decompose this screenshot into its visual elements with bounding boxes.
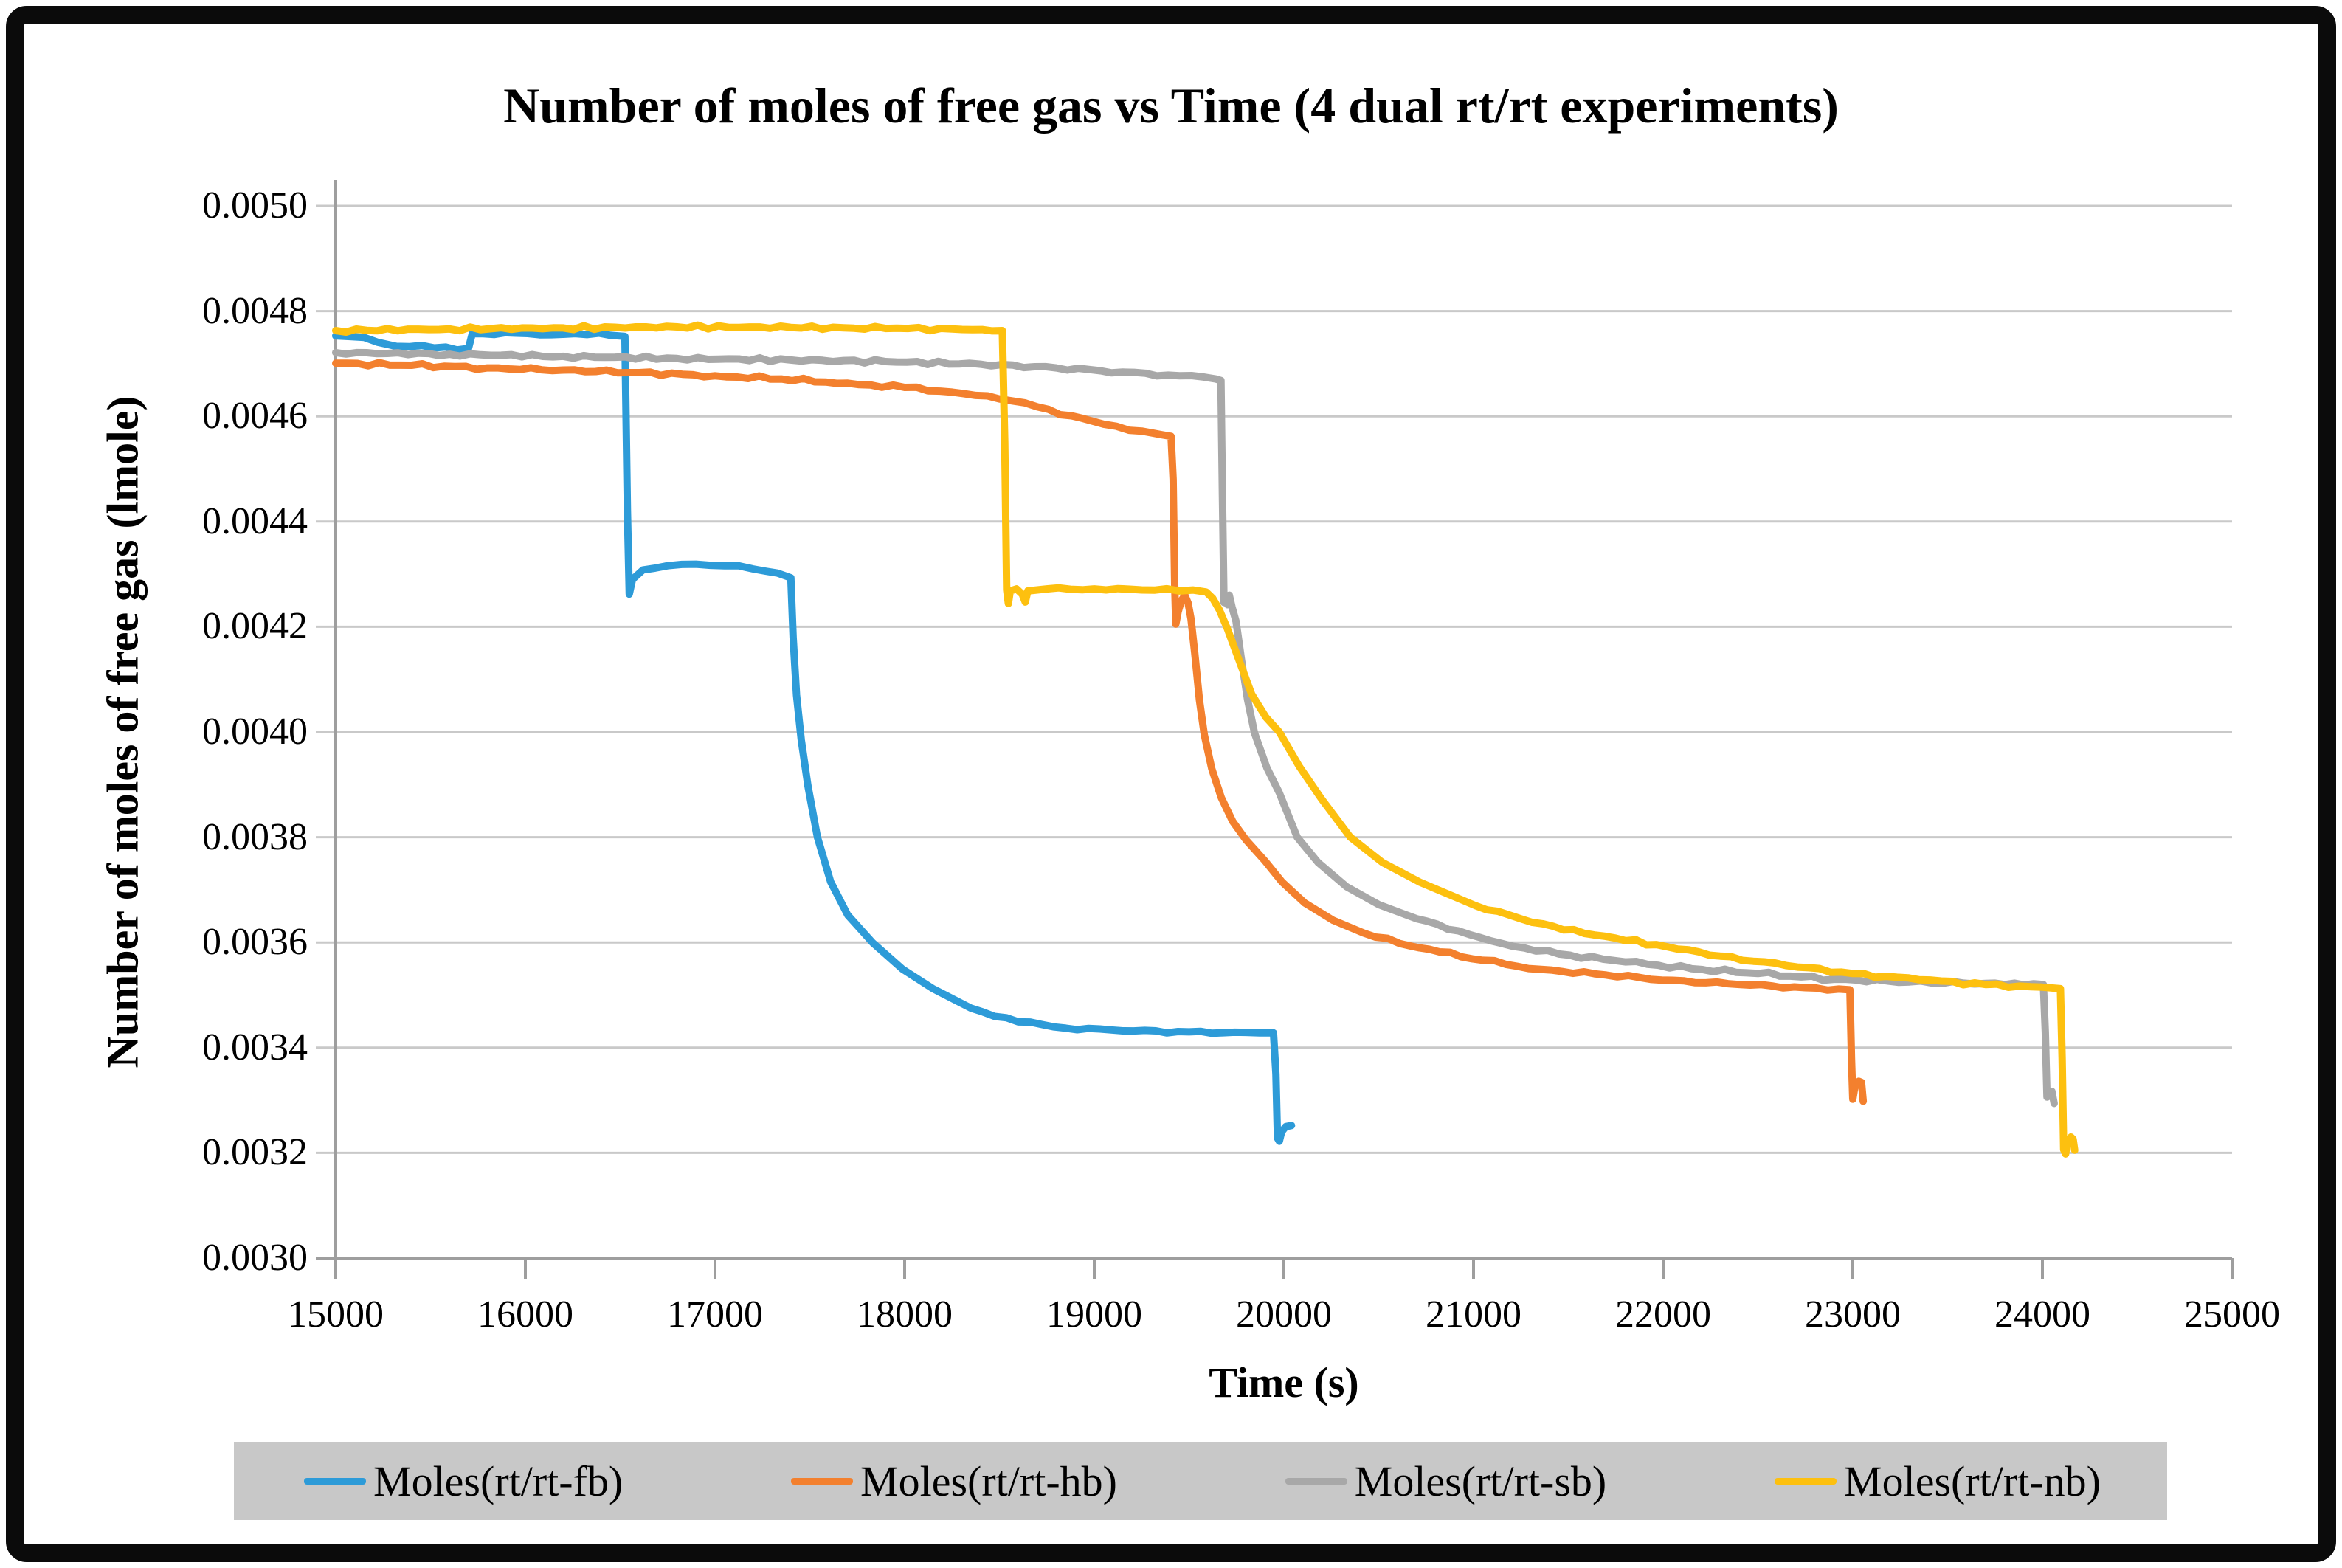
- y-tick-label: 0.0048: [202, 289, 308, 332]
- x-tick-label: 19000: [1046, 1294, 1142, 1336]
- y-tick-label: 0.0050: [202, 184, 308, 227]
- y-tick-label: 0.0040: [202, 711, 308, 753]
- legend-line-swatch: [791, 1477, 854, 1485]
- x-tick-label: 23000: [1805, 1294, 1901, 1336]
- legend-item-nb: Moles(rt/rt-nb): [1775, 1457, 2101, 1506]
- plot-area: [316, 180, 2234, 1279]
- series-line-nb: [332, 321, 2079, 1158]
- legend-item-fb: Moles(rt/rt-fb): [304, 1457, 623, 1506]
- y-tick-label: 0.0030: [202, 1237, 308, 1279]
- x-tick-label: 15000: [288, 1294, 384, 1336]
- legend: Moles(rt/rt-fb) Moles(rt/rt-hb) Moles(rt/r…: [234, 1442, 2167, 1520]
- y-tick-label: 0.0038: [202, 815, 308, 858]
- y-tick-label: 0.0044: [202, 500, 308, 542]
- legend-line-swatch: [1285, 1477, 1347, 1485]
- x-tick-label: 24000: [1994, 1294, 2090, 1336]
- x-tick-label: 25000: [2184, 1294, 2280, 1336]
- x-axis-title: Time (s): [1209, 1358, 1359, 1406]
- legend-label: Moles(rt/rt-fb): [373, 1457, 624, 1505]
- y-tick-label: 0.0034: [202, 1026, 308, 1068]
- y-tick-label: 0.0046: [202, 395, 308, 438]
- series-line-fb: [332, 328, 1296, 1145]
- y-axis-title: Number of moles of free gas (lmole): [98, 396, 148, 1068]
- chart-title: Number of moles of free gas vs Time (4 d…: [503, 77, 1839, 134]
- y-tick-label: 0.0032: [202, 1131, 308, 1174]
- x-tick-label: 18000: [857, 1294, 953, 1336]
- series-line-sb: [332, 348, 2058, 1108]
- x-tick-label: 16000: [477, 1294, 573, 1336]
- legend-line-swatch: [1775, 1477, 1837, 1485]
- chart-frame: Number of moles of free gas vs Time (4 d…: [6, 6, 2336, 1562]
- x-tick-label: 21000: [1426, 1294, 1521, 1336]
- legend-label: Moles(rt/rt-sb): [1354, 1457, 1607, 1505]
- y-tick-label: 0.0036: [202, 921, 308, 964]
- legend-label: Moles(rt/rt-hb): [860, 1457, 1117, 1505]
- legend-label: Moles(rt/rt-nb): [1844, 1457, 2101, 1505]
- x-tick-label: 20000: [1236, 1294, 1332, 1336]
- y-tick-label: 0.0042: [202, 605, 308, 648]
- series-line-hb: [332, 359, 1868, 1105]
- legend-item-hb: Moles(rt/rt-hb): [791, 1457, 1117, 1506]
- x-tick-label: 22000: [1615, 1294, 1711, 1336]
- legend-line-swatch: [304, 1477, 366, 1485]
- legend-item-sb: Moles(rt/rt-sb): [1285, 1457, 1607, 1506]
- x-tick-label: 17000: [667, 1294, 763, 1336]
